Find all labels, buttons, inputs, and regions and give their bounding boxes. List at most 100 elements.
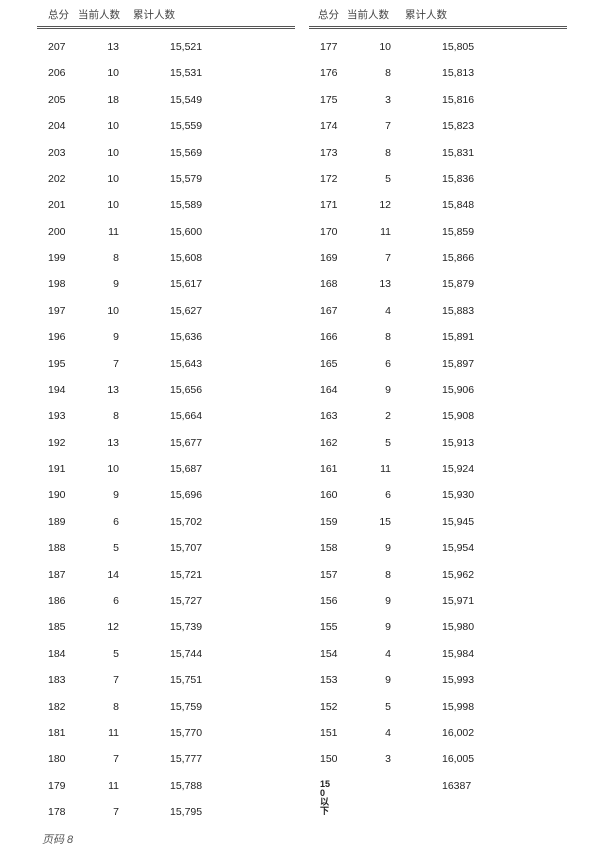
current-count-cell: 6 — [385, 357, 391, 370]
cumulative-count-cell: 15,559 — [170, 120, 203, 133]
current-count-cell: 2 — [385, 410, 391, 423]
cumulative-count-cell: 15,971 — [442, 594, 475, 607]
cumulative-count-cell: 15,696 — [170, 489, 203, 502]
cumulative-count-cell: 15,980 — [442, 621, 475, 634]
current-count-cell: 6 — [385, 489, 391, 502]
current-count-cell: 8 — [385, 146, 391, 159]
cumulative-count-cell: 15,744 — [170, 647, 203, 660]
current-count-cell: 5 — [385, 700, 391, 713]
cumulative-count-cell: 15,770 — [170, 726, 203, 739]
table-row: 172 5 15,836 — [309, 173, 567, 187]
cumulative-count-cell: 15,945 — [442, 515, 475, 528]
table-row: 183 7 15,751 — [37, 674, 295, 688]
header-cumulative-count: 累计人数 — [405, 9, 447, 21]
current-count-cell: 9 — [385, 621, 391, 634]
score-cell: 169 — [320, 252, 338, 265]
table-row: 152 5 15,998 — [309, 701, 567, 715]
current-count-cell: 9 — [113, 278, 119, 291]
table-row: 186 6 15,727 — [37, 595, 295, 609]
header-total-score: 总分 — [318, 9, 339, 21]
current-count-cell: 10 — [107, 304, 119, 317]
table-row: 197 10 15,627 — [37, 305, 295, 319]
table-row: 198 9 15,617 — [37, 278, 295, 292]
table-row: 177 10 15,805 — [309, 41, 567, 55]
current-count-cell: 7 — [113, 357, 119, 370]
current-count-cell: 7 — [385, 120, 391, 133]
current-count-cell: 9 — [385, 594, 391, 607]
score-cell: 199 — [48, 252, 66, 265]
cumulative-count-cell: 15,739 — [170, 621, 203, 634]
score-cell: 160 — [320, 489, 338, 502]
table-row: 178 7 15,795 — [37, 806, 295, 820]
score-cell: 167 — [320, 304, 338, 317]
score-cell: 183 — [48, 674, 66, 687]
current-count-cell: 4 — [385, 726, 391, 739]
cumulative-count-cell: 15,897 — [442, 357, 475, 370]
score-cell: 193 — [48, 410, 66, 423]
score-cell: 150以下 — [320, 778, 331, 816]
cumulative-count-cell: 15,962 — [442, 568, 475, 581]
current-count-cell: 7 — [113, 753, 119, 766]
score-cell: 181 — [48, 726, 66, 739]
table-row: 171 12 15,848 — [309, 199, 567, 213]
current-count-cell: 3 — [385, 753, 391, 766]
table-row: 168 13 15,879 — [309, 278, 567, 292]
score-cell: 207 — [48, 41, 66, 53]
current-count-cell: 10 — [107, 146, 119, 159]
score-cell: 166 — [320, 331, 338, 344]
cumulative-count-cell: 15,879 — [442, 278, 475, 291]
score-cell: 177 — [320, 41, 338, 53]
table-row: 181 11 15,770 — [37, 727, 295, 741]
table-row: 202 10 15,579 — [37, 173, 295, 187]
cumulative-count-cell: 15,998 — [442, 700, 475, 713]
cumulative-count-cell: 16387 — [442, 779, 472, 792]
score-cell: 187 — [48, 568, 66, 581]
score-cell: 194 — [48, 383, 66, 396]
cumulative-count-cell: 15,617 — [170, 278, 203, 291]
current-count-cell: 10 — [107, 120, 119, 133]
score-cell: 179 — [48, 779, 66, 792]
score-cell: 152 — [320, 700, 338, 713]
score-cell: 192 — [48, 436, 66, 449]
table-row: 169 7 15,866 — [309, 252, 567, 266]
score-cell: 204 — [48, 120, 66, 133]
score-cell: 180 — [48, 753, 66, 766]
cumulative-count-cell: 15,831 — [442, 146, 475, 159]
current-count-cell: 8 — [385, 331, 391, 344]
header-current-count: 当前人数 — [347, 9, 389, 21]
cumulative-count-cell: 15,924 — [442, 463, 475, 476]
table-row: 176 8 15,813 — [309, 67, 567, 81]
cumulative-count-cell: 15,643 — [170, 357, 203, 370]
table-row: 175 3 15,816 — [309, 94, 567, 108]
current-count-cell: 5 — [113, 647, 119, 660]
cumulative-count-cell: 15,608 — [170, 252, 203, 265]
table-row: 159 15 15,945 — [309, 516, 567, 530]
header-total-score: 总分 — [48, 9, 69, 21]
score-cell: 155 — [320, 621, 338, 634]
header-cumulative-count: 累计人数 — [133, 9, 175, 21]
current-count-cell: 11 — [108, 726, 119, 739]
score-cell: 191 — [48, 463, 66, 476]
score-cell: 164 — [320, 383, 338, 396]
current-count-cell: 10 — [379, 41, 391, 53]
cumulative-count-cell: 15,930 — [442, 489, 475, 502]
current-count-cell: 10 — [107, 172, 119, 185]
score-cell: 198 — [48, 278, 66, 291]
current-count-cell: 9 — [385, 383, 391, 396]
table-row: 201 10 15,589 — [37, 199, 295, 213]
cumulative-count-cell: 15,677 — [170, 436, 203, 449]
score-cell: 159 — [320, 515, 338, 528]
current-count-cell: 18 — [107, 93, 119, 106]
table-row: 195 7 15,643 — [37, 358, 295, 372]
cumulative-count-cell: 15,636 — [170, 331, 203, 344]
table-row: 157 8 15,962 — [309, 569, 567, 583]
cumulative-count-cell: 15,727 — [170, 594, 203, 607]
cumulative-count-cell: 15,521 — [170, 41, 203, 53]
score-cell: 172 — [320, 172, 338, 185]
score-cell: 206 — [48, 67, 66, 80]
score-cell: 190 — [48, 489, 66, 502]
cumulative-count-cell: 15,891 — [442, 331, 475, 344]
current-count-cell: 6 — [113, 515, 119, 528]
table-row: 165 6 15,897 — [309, 358, 567, 372]
score-cell: 168 — [320, 278, 338, 291]
